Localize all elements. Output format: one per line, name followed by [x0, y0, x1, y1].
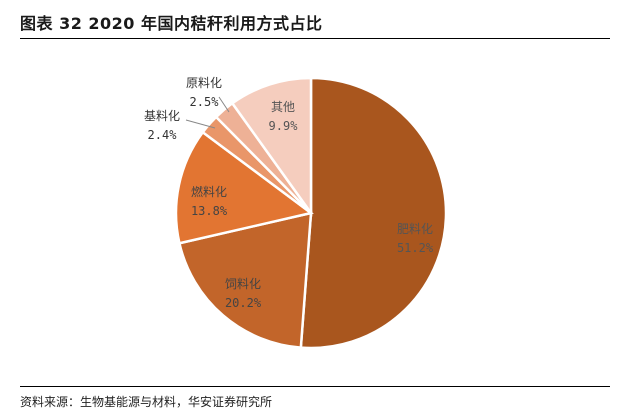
slice-value-label: 9.9% — [269, 119, 299, 133]
slice-name-label: 燃料化 — [191, 184, 227, 199]
slice-name-label: 肥料化 — [397, 222, 433, 236]
source-divider — [20, 386, 610, 387]
chart-title: 图表 32 2020 年国内秸秆利用方式占比 — [20, 14, 323, 33]
pie-slice — [299, 76, 448, 350]
pie-slice — [230, 76, 313, 217]
leader-line — [218, 96, 230, 113]
slice-value-label: 2.5% — [190, 95, 220, 109]
title-divider — [20, 38, 610, 39]
slice-name-label: 原料化 — [186, 76, 222, 90]
leader-line — [185, 119, 216, 129]
slice-value-label: 2.4% — [148, 128, 178, 142]
slice-name-label: 饲料化 — [225, 277, 261, 291]
source-note: 资料来源：生物基能源与材料，华安证券研究所 — [20, 395, 273, 409]
pie-slice — [177, 211, 313, 349]
slice-value-label: 20.2% — [225, 296, 262, 310]
slice-name-label: 其他 — [271, 100, 295, 114]
slice-value-label: 13.8% — [191, 204, 228, 218]
pie-slice — [174, 130, 314, 245]
slice-value-label: 51.2% — [397, 241, 434, 255]
slice-name-label: 基料化 — [144, 109, 180, 123]
